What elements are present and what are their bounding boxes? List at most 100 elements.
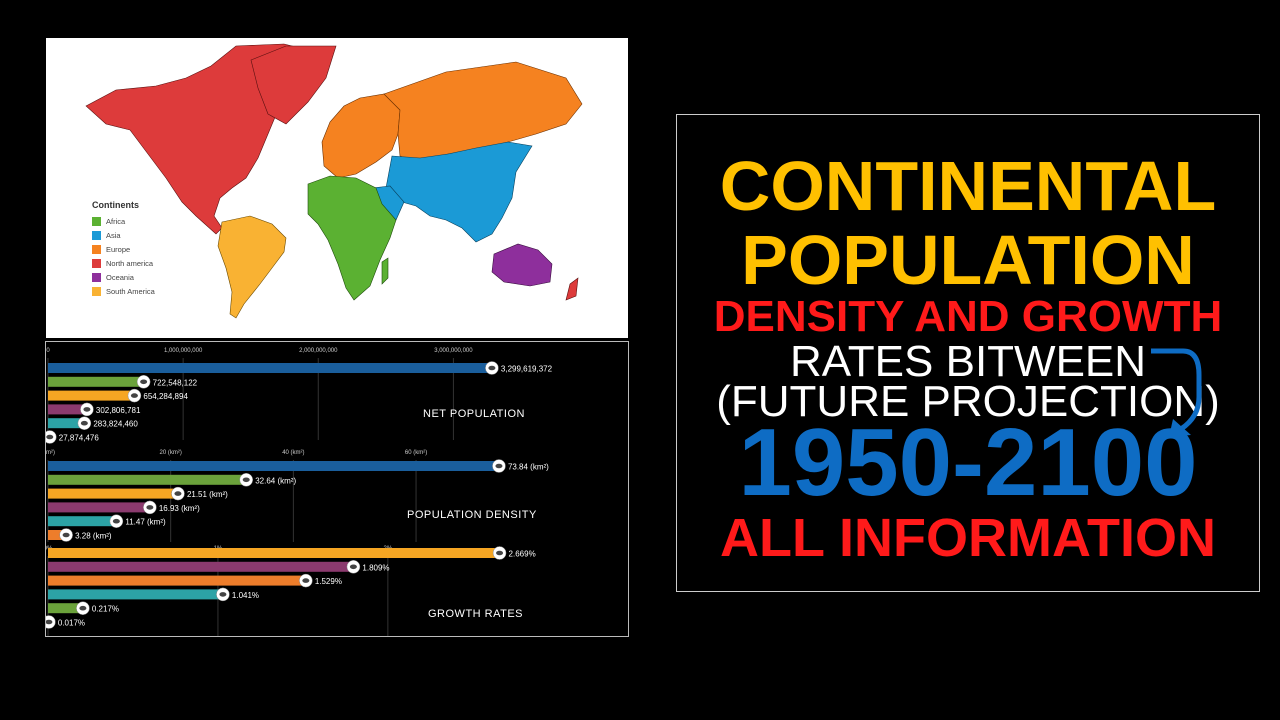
legend-swatch [92,272,101,282]
title-line-rates-between: RATES BITWEEN [789,337,1147,386]
bar-value-label: 0.217% [92,605,119,614]
bar [48,376,146,387]
bar-value-label: 16.93 (km²) [159,504,200,513]
bar-value-label: 21.51 (km²) [187,490,228,499]
tick-label: 60 (km²) [405,450,427,456]
map-region-greenland [250,45,337,125]
bar-value-label: 1.529% [315,577,342,586]
map-region-australia [491,243,553,287]
bar-value-label: 1.041% [232,591,259,600]
tick-label: 3,000,000,000 [434,348,473,354]
bar [48,548,502,558]
bar [48,502,152,513]
bar-value-label: 73.84 (km²) [508,463,549,472]
tick-label: 1,000,000,000 [164,348,203,354]
continent-glyph-icon [46,434,54,440]
bar [48,530,69,540]
map-region-new-zealand [565,277,579,301]
bar-value-label: 3.28 (km²) [75,532,112,541]
bar-value-label: 2.669% [509,550,536,559]
legend-swatch [92,244,101,254]
bar [48,488,180,499]
bar-value-label: 722,548,122 [153,378,198,387]
continent-glyph-icon [112,518,120,524]
continent-glyph-icon [62,532,70,538]
map-region-south-america [217,215,287,319]
bar [48,589,225,600]
chart-title: GROWTH RATES [428,608,523,620]
bar [48,561,356,572]
tick-label: 40 (km²) [282,450,304,456]
map-region-madagascar [381,257,389,285]
title-line-population: POPULATION [741,221,1195,299]
continent-glyph-icon [83,407,91,412]
legend-label: Africa [106,216,126,226]
bar-value-label: 654,284,894 [143,392,188,401]
world-map [85,43,583,319]
bar-value-label: 27,874,476 [59,434,100,443]
bar-value-label: 283,824,460 [93,420,138,429]
legend-label: North america [106,258,154,268]
legend-swatch [92,216,101,226]
bar [48,516,119,527]
legend-label: Europe [106,244,131,254]
bar [48,575,308,586]
chart-title: NET POPULATION [423,408,525,420]
legend-item-south-america: South America [92,284,155,298]
bar [48,390,137,401]
legend-label: South America [106,286,155,296]
legend-label: Oceania [106,272,134,282]
tick-label: 20 (km²) [160,450,182,456]
legend-item-africa: Africa [92,214,155,228]
bar-value-label: 11.47 (km²) [125,518,166,527]
continent-glyph-icon [488,365,496,371]
legend-item-europe: Europe [92,242,155,256]
legend-swatch [92,258,101,268]
bar [48,404,89,415]
continent-glyph-icon [130,393,138,398]
map-region-europe [321,93,401,179]
bar [48,363,494,373]
map-legend: Continents Africa Asia Europe North amer… [92,200,155,298]
title-line-all-information: ALL INFORMATION [720,508,1216,568]
legend-title: Continents [92,200,139,210]
continent-glyph-icon [140,379,148,385]
world-map-panel: Continents Africa Asia Europe North amer… [46,38,628,338]
chart-title: POPULATION DENSITY [407,509,537,521]
title-line-continental: CONTINENTAL [719,147,1217,225]
map-region-north-america [85,43,312,235]
title-box: CONTINENTAL POPULATION DENSITY AND GROWT… [676,114,1260,592]
continent-glyph-icon [79,605,87,611]
continent-glyph-icon [302,578,310,583]
legend-swatch [92,230,101,240]
continent-glyph-icon [174,491,182,496]
bar [48,603,85,614]
continent-glyph-icon [219,592,227,597]
tick-label: 0 [46,348,50,354]
continent-glyph-icon [46,619,53,625]
continent-glyph-icon [146,505,154,510]
map-region-asia [385,141,533,243]
continent-glyph-icon [496,550,504,556]
bar-value-label: 32.64 (km²) [255,476,296,485]
bar-charts-panel: 0 1,000,000,000 2,000,000,000 3,000,000,000… [45,341,629,637]
bar [48,418,87,429]
bar-value-label: 302,806,781 [96,406,141,415]
bar-value-label: 3,299,619,372 [501,365,553,374]
curved-arrow-icon [1151,348,1202,437]
bar-charts: 0 1,000,000,000 2,000,000,000 3,000,000,000… [46,348,553,636]
continent-glyph-icon [242,477,250,483]
continent-glyph-icon [80,420,88,426]
bar-value-label: 1.809% [362,563,389,572]
legend-item-oceania: Oceania [92,270,155,284]
title-line-density-growth: DENSITY AND GROWTH [713,292,1223,341]
continent-glyph-icon [349,564,357,570]
title-line-years: 1950-2100 [738,409,1198,516]
title-line-future-projection: (FUTURE PROJECTION) [716,377,1220,426]
continent-glyph-icon [495,463,503,469]
bar [48,461,501,471]
legend-label: Asia [106,230,121,240]
bar-value-label: 0.017% [58,619,85,628]
tick-label: (km²) [46,450,55,456]
legend-item-asia: Asia [92,228,155,242]
